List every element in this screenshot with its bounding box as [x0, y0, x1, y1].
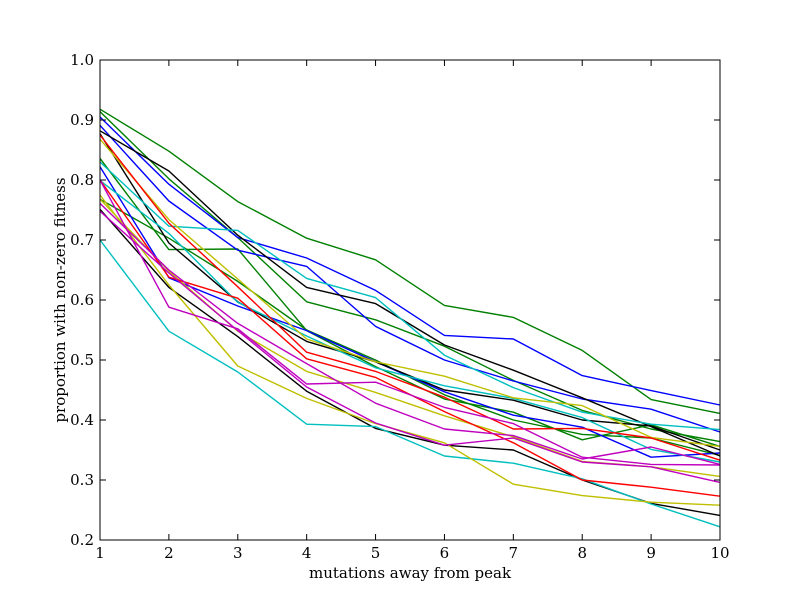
series-line-14: [99, 138, 721, 448]
series-line-5: [99, 116, 721, 406]
series-line-1: [99, 108, 721, 415]
y-tick-label: 0.2: [70, 531, 94, 549]
y-tick-label: 0.3: [70, 471, 94, 489]
x-tick-label: 5: [371, 544, 381, 562]
series-line-8: [99, 130, 721, 457]
series-line-9: [99, 133, 721, 451]
tick-group: 1 2 3 4 5 6 7 8 9 10 0.2 0.3 0.4 0.5 0.6 0.7 0.8 0.9 1.0: [70, 51, 729, 562]
y-tick-label: 0.9: [70, 111, 94, 129]
series-line-11: [99, 161, 721, 431]
series-line-13: [99, 239, 721, 528]
series-line-19: [99, 179, 721, 466]
series-line-6: [99, 124, 721, 433]
series-line-17: [99, 134, 721, 461]
series-line-15: [99, 194, 721, 506]
y-tick-label: 0.6: [70, 291, 94, 309]
x-tick-label: 10: [710, 544, 729, 562]
y-tick-label: 0.8: [70, 171, 94, 189]
series-group: [99, 108, 721, 528]
y-tick-label: 0.5: [70, 351, 94, 369]
series-line-21: [99, 210, 721, 484]
y-tick-label: 1.0: [70, 51, 94, 69]
x-tick-label: 8: [577, 544, 587, 562]
x-tick-label: 7: [509, 544, 519, 562]
x-tick-label: 6: [440, 544, 450, 562]
series-line-20: [99, 202, 721, 466]
series-line-2: [99, 111, 721, 443]
x-axis-label: mutations away from peak: [309, 564, 512, 582]
x-tick-label: 3: [233, 544, 243, 562]
y-tick-label: 0.7: [70, 231, 94, 249]
y-tick-label: 0.4: [70, 411, 94, 429]
x-tick-label: 4: [302, 544, 312, 562]
y-axis-label: proportion with non-zero fitness: [51, 177, 69, 422]
x-tick-label: 9: [646, 544, 656, 562]
x-tick-label: 1: [95, 544, 105, 562]
x-tick-label: 2: [164, 544, 174, 562]
